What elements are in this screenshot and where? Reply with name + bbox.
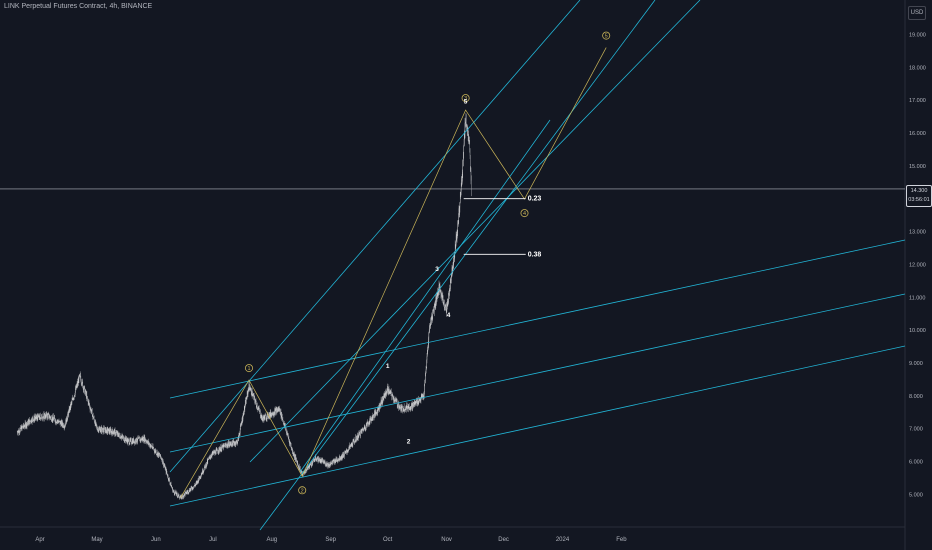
- wave-path: [180, 47, 607, 498]
- wide-channel-top-line: [169, 239, 906, 399]
- x-tick-label: Aug: [266, 537, 277, 543]
- wave-label-minor: 4: [447, 312, 451, 319]
- y-tick-label: 11.000: [909, 295, 925, 301]
- y-tick-label: 17.000: [909, 98, 926, 104]
- wave-label-minor: 3: [435, 266, 439, 273]
- x-tick-label: Jul: [209, 537, 217, 543]
- currency-button[interactable]: USD: [908, 6, 926, 20]
- x-tick-label: 2024: [556, 537, 570, 543]
- x-tick-label: Nov: [441, 537, 452, 543]
- wave-label-circle: [244, 364, 253, 373]
- y-tick-label: 9.000: [909, 361, 923, 367]
- y-tick-label: 10.000: [909, 328, 926, 334]
- x-tick-label: Apr: [35, 537, 44, 543]
- wide-channel-bottom-line: [169, 345, 906, 507]
- y-tick-label: 6.000: [909, 460, 923, 466]
- wave-label-circle: [461, 94, 470, 103]
- wave-label-circle: [298, 486, 307, 495]
- y-tick-label: 13.000: [909, 230, 926, 236]
- last-price-value: 14.300: [910, 188, 928, 194]
- wave-label-major: 3: [464, 96, 467, 102]
- upper-steep-channel-line: [169, 0, 581, 473]
- x-tick-label: May: [91, 537, 102, 543]
- wave-label-circle: [520, 209, 529, 218]
- wave-label-major: 5: [605, 34, 608, 40]
- fib-level-label: 0.23: [528, 196, 542, 203]
- wave-label-circle: [602, 31, 611, 40]
- wave-label-major: 1: [247, 366, 250, 372]
- y-tick-label: 5.000: [909, 492, 923, 498]
- mid-steep-channel-line: [299, 119, 551, 473]
- last-price-tag: 14.300 03:56:01: [906, 185, 932, 207]
- wave-label-major: 4: [523, 211, 526, 217]
- wide-channel-mid-line: [169, 293, 906, 453]
- y-tick-label: 12.000: [909, 262, 926, 268]
- y-tick-label: 19.000: [909, 33, 926, 39]
- wave-label-major: 2: [301, 488, 304, 494]
- y-tick-label: 15.000: [909, 164, 926, 170]
- y-tick-label: 8.000: [909, 394, 923, 400]
- x-tick-label: Dec: [498, 537, 509, 543]
- wave-label-minor: 2: [407, 439, 411, 446]
- symbol-title: LINK Perpetual Futures Contract, 4h, BIN…: [4, 3, 153, 10]
- fib-level-label: 0.38: [528, 251, 542, 258]
- y-tick-label: 7.000: [909, 427, 923, 433]
- x-tick-label: Feb: [616, 537, 627, 543]
- lower-steep-channel-line: [259, 0, 656, 531]
- x-tick-label: Jun: [151, 537, 161, 543]
- y-tick-label: 18.000: [909, 65, 926, 71]
- wave-label-minor: 1: [386, 363, 390, 370]
- bar-countdown: 03:56:01: [908, 197, 930, 203]
- x-tick-label: Oct: [383, 537, 393, 543]
- y-tick-label: 16.000: [909, 131, 926, 137]
- upper-steep-channel-line-inner: [249, 0, 701, 463]
- x-tick-label: Sep: [325, 537, 336, 543]
- wave-label-minor: 5: [464, 99, 468, 106]
